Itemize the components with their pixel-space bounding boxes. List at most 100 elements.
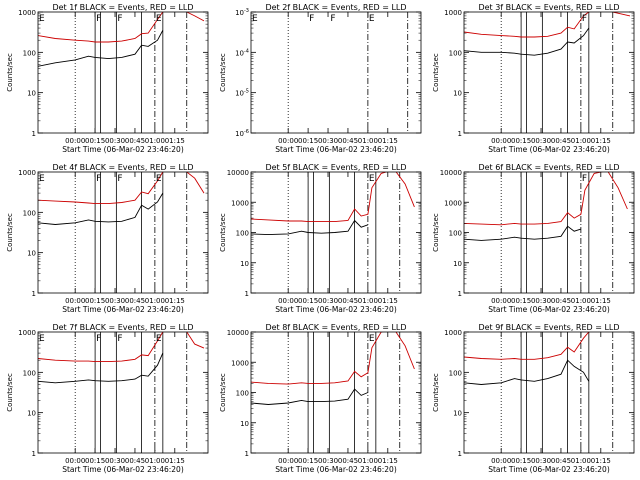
- lld-series-line: [251, 332, 415, 385]
- y-tick-label: 10-5: [235, 89, 249, 98]
- interval-marker-label: F: [117, 174, 122, 184]
- events-series-line: [38, 352, 164, 384]
- y-tick-label: 10: [453, 410, 462, 418]
- interval-marker-label: E: [252, 14, 258, 24]
- events-series-line: [38, 192, 164, 225]
- y-tick-label: 10: [27, 250, 36, 258]
- y-tick-label: 1000: [444, 199, 462, 207]
- y-tick-label: 1: [32, 450, 36, 458]
- x-axis-label: Start Time (06-Mar-02 23:46:20): [488, 465, 610, 474]
- y-tick-label: 1000: [231, 359, 249, 367]
- x-axis-label: Start Time (06-Mar-02 23:46:20): [488, 305, 610, 314]
- interval-marker-label: E: [39, 14, 45, 24]
- x-tick-label: 00:15: [298, 137, 318, 145]
- y-tick-label: 1000: [444, 9, 462, 17]
- y-axis-label: Counts/sec: [6, 53, 14, 92]
- x-tick-label: 00:15: [298, 457, 318, 465]
- x-tick-label: 00:45: [125, 297, 145, 305]
- panel-det-8: Det 8f BLACK = Events, RED = LLD E 1 10 100 1…: [219, 323, 422, 474]
- y-axis-label: Counts/sec: [6, 213, 14, 252]
- y-tick-label: 1: [245, 450, 249, 458]
- y-tick-label: 10: [27, 410, 36, 418]
- panel-det-2: Det 2f BLACK = Events, RED = LLD E F F E 10-6…: [219, 3, 422, 154]
- interval-marker-label: F: [96, 174, 101, 184]
- x-tick-label: 00:15: [511, 137, 531, 145]
- plot-frame: [250, 11, 422, 134]
- y-tick-label: 100: [449, 369, 462, 377]
- panel-det-6: Det 6f BLACK = Events, RED = LLD F 1 10 100 1…: [432, 163, 635, 314]
- lld-series-line: [464, 172, 628, 226]
- y-tick-label: 1000: [18, 9, 36, 17]
- y-tick-label: 10-6: [235, 129, 249, 138]
- interval-marker-label: E: [156, 334, 162, 344]
- y-tick-label: 100: [23, 209, 36, 217]
- interval-marker-label: E: [39, 174, 45, 184]
- panel-det-9: Det 9f BLACK = Events, RED = LLD 1 10 100 10…: [432, 323, 635, 474]
- y-tick-label: 1: [245, 290, 249, 298]
- y-tick-label: 100: [236, 230, 249, 238]
- x-axis-label: Start Time (06-Mar-02 23:46:20): [275, 145, 397, 154]
- y-tick-label: 10: [240, 260, 249, 268]
- interval-marker-label: E: [369, 334, 375, 344]
- x-tick-label: 01:15: [378, 297, 398, 305]
- x-tick-label: 01:00: [571, 137, 591, 145]
- lld-series-line: [464, 332, 590, 360]
- panel-det-7: Det 7f BLACK = Events, RED = LLD E F F E 1 10 1…: [6, 323, 209, 474]
- x-tick-label: 00:15: [85, 137, 105, 145]
- interval-marker-label: E: [39, 334, 45, 344]
- x-tick-label: 00:00: [278, 297, 298, 305]
- plot-frame: [463, 331, 635, 454]
- interval-marker-label: F: [117, 14, 122, 24]
- y-tick-label: 10: [453, 90, 462, 98]
- interval-marker-label: F: [309, 14, 314, 24]
- lld-series-line: [38, 332, 164, 363]
- panel-title: Det 6f BLACK = Events, RED = LLD: [478, 163, 619, 172]
- x-tick-label: 00:30: [105, 137, 125, 145]
- x-tick-label: 00:30: [531, 457, 551, 465]
- x-tick-label: 01:15: [591, 297, 611, 305]
- y-axis-label: Counts/sec: [432, 53, 440, 92]
- x-tick-label: 00:15: [298, 297, 318, 305]
- plot-frame: [463, 11, 635, 134]
- x-axis-label: Start Time (06-Mar-02 23:46:20): [62, 465, 184, 474]
- x-tick-label: 00:30: [531, 137, 551, 145]
- panel-det-1: Det 1f BLACK = Events, RED = LLD E F F E 1 10 1…: [6, 3, 209, 154]
- interval-marker-label: F: [96, 14, 101, 24]
- y-tick-label: 10: [453, 260, 462, 268]
- lld-series-line: [464, 12, 590, 38]
- events-series-line: [251, 219, 369, 236]
- x-tick-label: 00:15: [85, 457, 105, 465]
- panel-title: Det 3f BLACK = Events, RED = LLD: [478, 3, 619, 12]
- plot-frame: [37, 171, 209, 294]
- x-tick-label: 00:15: [85, 297, 105, 305]
- x-tick-label: 00:45: [338, 137, 358, 145]
- x-tick-label: 01:15: [165, 137, 185, 145]
- interval-marker-label: E: [156, 174, 162, 184]
- x-tick-label: 01:00: [358, 457, 378, 465]
- lld-series-line: [38, 172, 164, 205]
- events-series-line: [38, 30, 164, 67]
- x-axis-label: Start Time (06-Mar-02 23:46:20): [275, 465, 397, 474]
- x-tick-label: 01:00: [571, 457, 591, 465]
- panel-title: Det 2f BLACK = Events, RED = LLD: [265, 3, 406, 12]
- y-tick-label: 100: [449, 49, 462, 57]
- y-tick-label: 10000: [227, 329, 249, 337]
- panel-title: Det 4f BLACK = Events, RED = LLD: [52, 163, 193, 172]
- plot-frame: [463, 171, 635, 294]
- y-axis-label: Counts/sec: [219, 53, 227, 92]
- x-tick-label: 00:30: [531, 297, 551, 305]
- x-tick-label: 00:00: [491, 297, 511, 305]
- panel-det-5: Det 5f BLACK = Events, RED = LLD E 1 10 100 1…: [219, 163, 422, 314]
- lld-series-line: [612, 12, 631, 17]
- plot-frame: [37, 11, 209, 134]
- x-tick-label: 01:00: [145, 297, 165, 305]
- x-tick-label: 01:00: [145, 137, 165, 145]
- x-tick-label: 00:30: [318, 457, 338, 465]
- x-tick-label: 01:00: [358, 297, 378, 305]
- x-tick-label: 01:15: [378, 457, 398, 465]
- y-tick-label: 1: [458, 130, 462, 138]
- panel-title: Det 5f BLACK = Events, RED = LLD: [265, 163, 406, 172]
- x-tick-label: 01:15: [165, 457, 185, 465]
- panel-det-4: Det 4f BLACK = Events, RED = LLD E F F E 1 10 1…: [6, 163, 209, 314]
